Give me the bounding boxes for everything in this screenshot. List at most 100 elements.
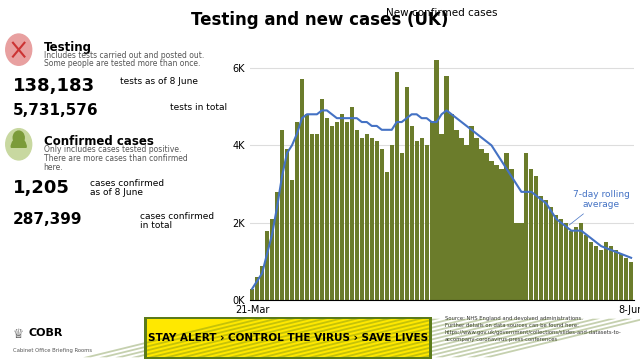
Text: as of 8 June: as of 8 June [90, 188, 143, 197]
Bar [310, 134, 314, 300]
Bar [484, 153, 488, 300]
Bar [435, 60, 439, 300]
Polygon shape [211, 319, 376, 357]
Polygon shape [291, 319, 456, 357]
Bar [290, 180, 294, 300]
Bar [349, 106, 354, 300]
Bar [454, 130, 459, 300]
Bar [534, 176, 538, 300]
Bar [429, 122, 434, 300]
Bar [370, 138, 374, 300]
Bar [260, 266, 264, 300]
Bar [265, 231, 269, 300]
Text: Source: NHS England and devolved administrations.
Further details on data source: Source: NHS England and devolved adminis… [445, 316, 621, 342]
Bar [280, 130, 284, 300]
Text: 7-day rolling
average: 7-day rolling average [569, 190, 630, 225]
Text: tests as of 8 June: tests as of 8 June [120, 77, 198, 86]
Bar [365, 134, 369, 300]
Bar [624, 258, 628, 300]
Bar [499, 169, 504, 300]
Polygon shape [259, 319, 424, 357]
Bar [599, 250, 604, 300]
Bar [504, 153, 509, 300]
Bar [250, 289, 254, 300]
Bar [404, 87, 409, 300]
Polygon shape [195, 319, 360, 357]
Bar [355, 130, 359, 300]
Bar [619, 254, 623, 300]
Polygon shape [467, 319, 632, 357]
Bar [275, 192, 279, 300]
Bar [549, 207, 554, 300]
Text: ♕: ♕ [13, 328, 24, 341]
Circle shape [6, 34, 32, 65]
Bar [345, 122, 349, 300]
Bar [395, 72, 399, 300]
Polygon shape [147, 319, 312, 357]
Polygon shape [403, 319, 568, 357]
Text: There are more cases than confirmed: There are more cases than confirmed [44, 154, 188, 163]
Bar [415, 142, 419, 300]
Bar [444, 76, 449, 300]
Text: Some people are tested more than once.: Some people are tested more than once. [44, 59, 200, 68]
Bar [529, 169, 534, 300]
Text: cases confirmed: cases confirmed [90, 179, 164, 188]
Bar [360, 138, 364, 300]
Polygon shape [323, 319, 488, 357]
Text: here.: here. [44, 163, 63, 172]
Polygon shape [179, 319, 344, 357]
Polygon shape [419, 319, 584, 357]
Polygon shape [371, 319, 536, 357]
Wedge shape [12, 138, 26, 147]
Polygon shape [243, 319, 408, 357]
Bar [449, 114, 454, 300]
Bar [474, 138, 479, 300]
Bar [589, 242, 593, 300]
Bar [385, 172, 389, 300]
Polygon shape [435, 319, 600, 357]
Bar [285, 149, 289, 300]
Bar [515, 223, 518, 300]
Bar [315, 134, 319, 300]
Polygon shape [355, 319, 520, 357]
Text: New confirmed cases: New confirmed cases [386, 8, 497, 18]
Bar [569, 231, 573, 300]
Bar [554, 215, 559, 300]
Bar [420, 138, 424, 300]
Text: Cabinet Office Briefing Rooms: Cabinet Office Briefing Rooms [13, 348, 92, 353]
Bar [399, 153, 404, 300]
FancyBboxPatch shape [144, 317, 432, 359]
Text: STAY ALERT › CONTROL THE VIRUS › SAVE LIVES: STAY ALERT › CONTROL THE VIRUS › SAVE LI… [148, 333, 428, 343]
Text: 5,731,576: 5,731,576 [13, 103, 98, 118]
Bar [564, 223, 568, 300]
Polygon shape [339, 319, 504, 357]
Text: 138,183: 138,183 [13, 77, 95, 95]
Text: cases confirmed: cases confirmed [140, 212, 214, 221]
Bar [295, 122, 299, 300]
Bar [469, 126, 474, 300]
Bar [604, 242, 608, 300]
Bar [614, 250, 618, 300]
Polygon shape [115, 319, 280, 357]
Bar [559, 219, 563, 300]
Text: Testing: Testing [44, 41, 92, 54]
Text: Confirmed cases: Confirmed cases [44, 135, 154, 148]
Bar [324, 118, 329, 300]
Text: Testing and new cases (UK): Testing and new cases (UK) [191, 11, 449, 29]
Bar [544, 199, 548, 300]
Circle shape [13, 131, 24, 144]
Bar [524, 153, 529, 300]
Bar [584, 235, 588, 300]
Polygon shape [451, 319, 616, 357]
Bar [490, 161, 493, 300]
Bar [609, 246, 613, 300]
Text: COBR: COBR [29, 328, 63, 338]
Bar [629, 262, 633, 300]
Text: in total: in total [140, 221, 172, 230]
Polygon shape [387, 319, 552, 357]
Text: Includes tests carried out and posted out.: Includes tests carried out and posted ou… [44, 51, 204, 60]
Bar [479, 149, 484, 300]
Bar [330, 126, 334, 300]
Bar [465, 145, 468, 300]
Bar [509, 169, 513, 300]
